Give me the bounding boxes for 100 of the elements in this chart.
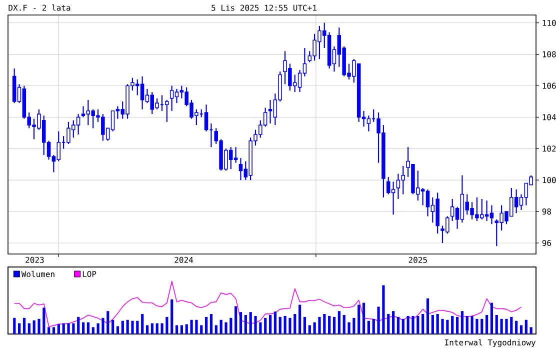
bar [106, 311, 110, 334]
bar [67, 323, 70, 334]
bar [406, 316, 410, 334]
bar [490, 302, 494, 334]
bar [42, 308, 46, 334]
x-tick-label: 2024 [174, 256, 194, 263]
bar [32, 320, 36, 334]
bar [422, 314, 424, 334]
bar [342, 314, 346, 334]
bar [470, 316, 474, 334]
bar [150, 323, 154, 334]
bar [259, 322, 262, 334]
legend-label: LOP [82, 270, 96, 278]
bar [121, 320, 124, 334]
bar [318, 316, 321, 334]
bar [396, 316, 400, 334]
bar [367, 320, 370, 334]
legend-label: Wolumen [21, 270, 54, 278]
y-tick-label: 104 [542, 114, 556, 120]
y-tick-label: 98 [542, 208, 552, 215]
bar [268, 314, 272, 334]
bar [308, 325, 311, 334]
bar [102, 318, 104, 334]
bar [515, 320, 518, 334]
bar [486, 314, 488, 334]
bar [200, 325, 203, 334]
candlestick [204, 104, 208, 132]
bar [77, 316, 80, 334]
bar [244, 314, 247, 334]
bar [520, 325, 523, 334]
bar [48, 327, 50, 334]
bar [524, 320, 528, 334]
bar [230, 318, 232, 334]
bar [214, 325, 218, 334]
bar [460, 311, 464, 334]
bar [264, 318, 267, 334]
x-tick-label: 2023 [26, 256, 44, 263]
bar [313, 322, 316, 334]
bar [254, 316, 257, 334]
bar [358, 304, 360, 334]
bar [92, 327, 94, 334]
bar [57, 324, 60, 334]
bar [338, 311, 340, 334]
bar [86, 322, 90, 334]
bar [402, 318, 404, 334]
bar [116, 326, 120, 334]
bar [510, 316, 513, 334]
y-tick-label: 102 [542, 146, 556, 152]
bar [362, 302, 366, 334]
bar [392, 311, 395, 334]
bar [170, 299, 174, 334]
bar [372, 318, 375, 334]
bar [274, 312, 277, 334]
bar [205, 316, 208, 334]
bar [234, 306, 238, 334]
bar [426, 298, 430, 334]
bar [13, 318, 16, 334]
bar [190, 320, 193, 334]
chart-subtitle: 5 Lis 2025 12:55 UTC+1 [212, 4, 316, 11]
bar [441, 318, 444, 334]
bar [476, 318, 478, 334]
y-tick-label: 100 [542, 177, 556, 184]
bar [210, 314, 213, 334]
text: Interwal Tygodniowy [445, 339, 536, 348]
bar [294, 314, 296, 334]
bar [387, 314, 390, 334]
bar [82, 322, 85, 334]
bar [185, 324, 188, 334]
x-tick-label: 2025 [408, 256, 427, 263]
y-tick-label: 110 [542, 20, 556, 26]
bar [224, 322, 228, 334]
bar [377, 306, 380, 334]
bar [348, 322, 350, 334]
bar [436, 314, 439, 334]
bar [175, 325, 178, 334]
bar [220, 320, 222, 334]
bar [166, 316, 168, 334]
bar [416, 316, 420, 334]
bar [38, 318, 40, 334]
bar [136, 320, 139, 334]
bar [530, 327, 532, 334]
bar [451, 316, 454, 334]
bar [126, 320, 129, 334]
bar [72, 323, 75, 334]
bar [495, 314, 498, 334]
bar [323, 314, 326, 334]
bar [328, 316, 331, 334]
bar [249, 312, 252, 334]
bar [412, 316, 414, 334]
bar [160, 323, 164, 334]
bar [446, 320, 449, 334]
bar [96, 323, 100, 334]
bar [480, 318, 484, 334]
bar [239, 312, 242, 334]
bar [382, 285, 385, 334]
bar [456, 316, 459, 334]
y-tick-label: 106 [542, 82, 556, 89]
bar [332, 316, 336, 334]
bar [141, 314, 144, 334]
bar [18, 323, 21, 334]
